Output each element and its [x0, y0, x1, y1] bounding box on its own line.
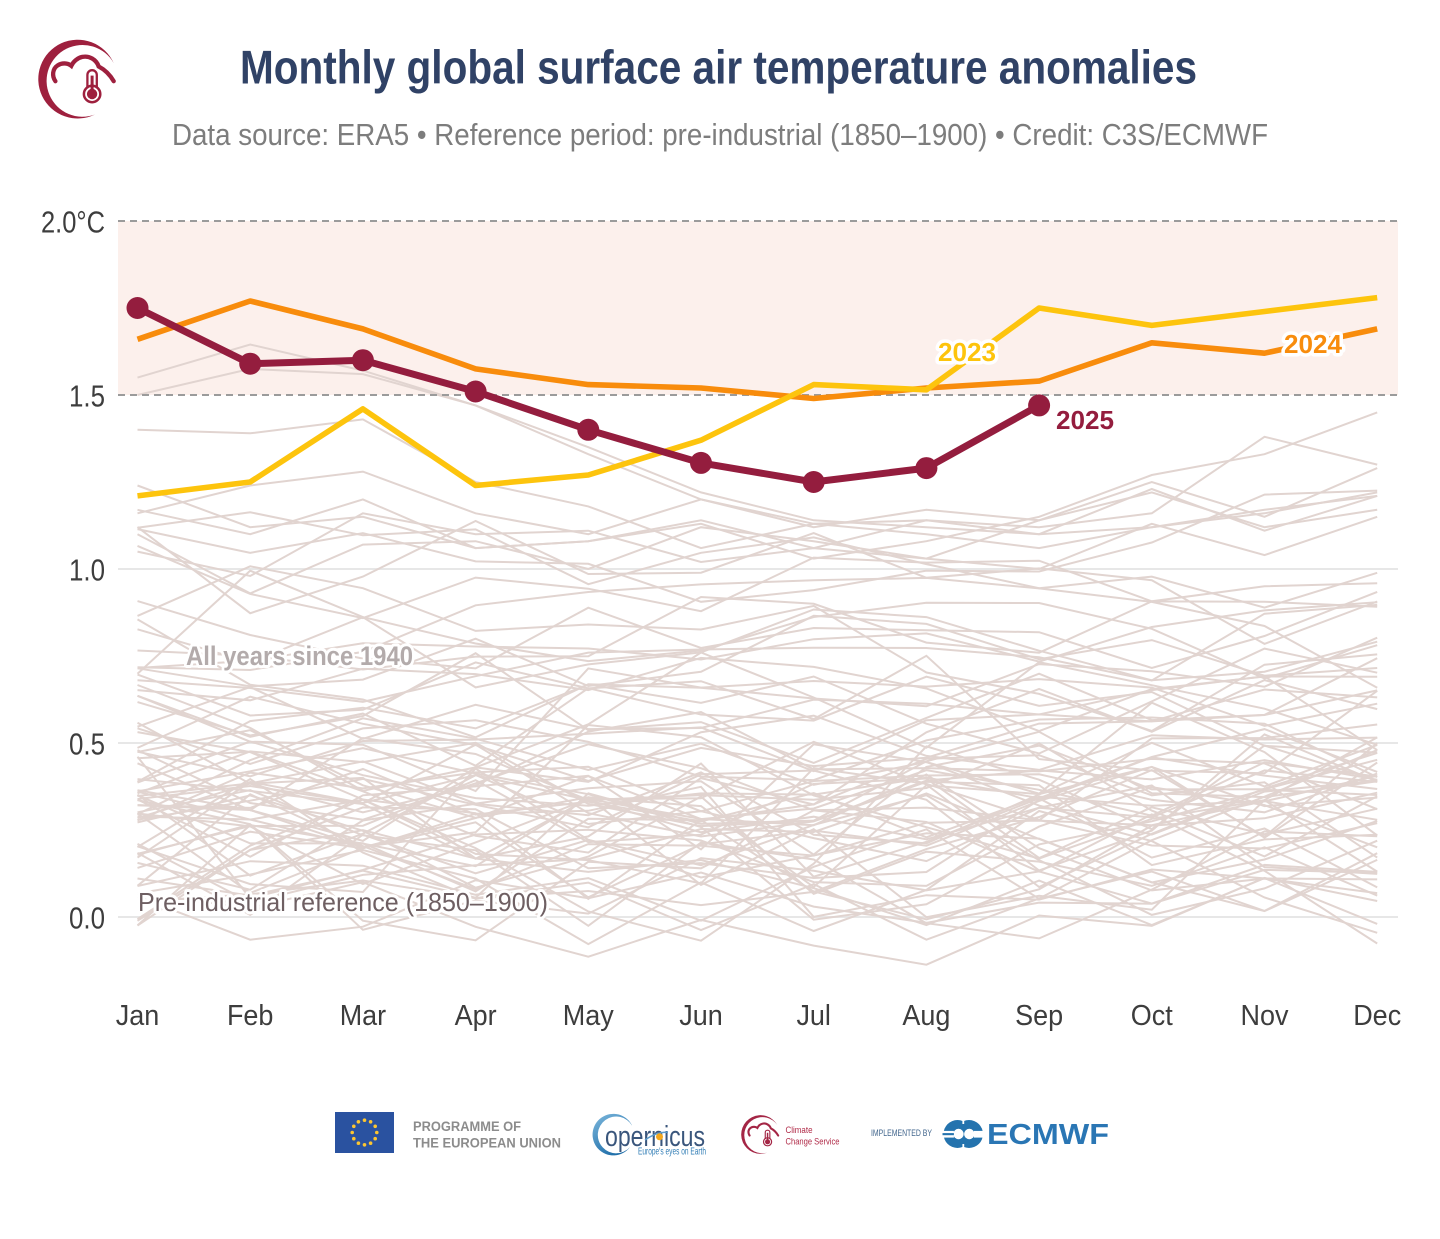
svg-text:1.0: 1.0: [69, 552, 105, 587]
svg-text:Dec: Dec: [1353, 1000, 1401, 1032]
svg-text:IMPLEMENTED BY: IMPLEMENTED BY: [871, 1128, 932, 1138]
svg-text:2024: 2024: [1284, 329, 1343, 359]
svg-text:ECMWF: ECMWF: [987, 1119, 1109, 1151]
svg-text:Apr: Apr: [455, 1000, 497, 1032]
svg-text:Change Service: Change Service: [786, 1137, 840, 1148]
svg-text:Europe's eyes on Earth: Europe's eyes on Earth: [638, 1146, 706, 1158]
svg-text:Feb: Feb: [227, 1000, 274, 1032]
svg-text:Sep: Sep: [1015, 1000, 1063, 1032]
svg-text:Monthly global surface air tem: Monthly global surface air temperature a…: [240, 41, 1197, 94]
svg-text:0.5: 0.5: [69, 726, 105, 761]
svg-text:2023: 2023: [938, 337, 996, 367]
svg-text:Oct: Oct: [1131, 1000, 1173, 1032]
svg-text:Aug: Aug: [902, 1000, 950, 1032]
svg-text:Pre-industrial reference (1850: Pre-industrial reference (1850–1900): [138, 887, 548, 917]
svg-text:THE EUROPEAN UNION: THE EUROPEAN UNION: [413, 1136, 561, 1151]
svg-text:0.0: 0.0: [69, 900, 105, 935]
svg-text:Mar: Mar: [340, 1000, 387, 1032]
svg-text:Data source: ERA5 • Reference: Data source: ERA5 • Reference period: pr…: [172, 117, 1268, 152]
svg-text:PROGRAMME OF: PROGRAMME OF: [413, 1119, 521, 1134]
svg-text:opernicus: opernicus: [605, 1121, 705, 1153]
svg-text:May: May: [563, 1000, 614, 1032]
svg-text:2.0°C: 2.0°C: [41, 204, 105, 239]
svg-text:1.5: 1.5: [69, 378, 105, 413]
svg-text:Nov: Nov: [1241, 1000, 1289, 1032]
svg-text:2025: 2025: [1056, 405, 1114, 435]
svg-text:Jan: Jan: [116, 1000, 160, 1032]
svg-text:Climate: Climate: [786, 1125, 813, 1136]
svg-text:Jun: Jun: [679, 1000, 723, 1032]
svg-text:Jul: Jul: [796, 1000, 831, 1032]
svg-text:All years since 1940: All years since 1940: [186, 641, 413, 671]
